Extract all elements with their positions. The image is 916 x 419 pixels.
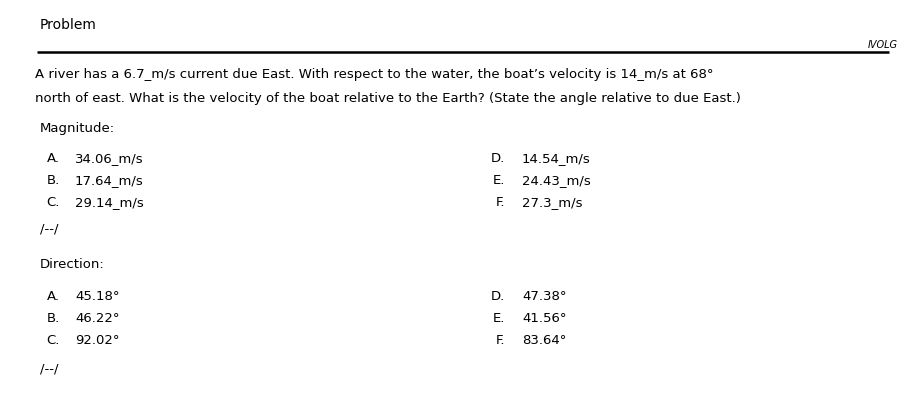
Text: /--/: /--/ — [40, 362, 59, 375]
Text: 41.56°: 41.56° — [522, 312, 566, 325]
Text: 24.43_m/s: 24.43_m/s — [522, 174, 591, 187]
Text: 92.02°: 92.02° — [75, 334, 119, 347]
Text: C.: C. — [47, 196, 60, 209]
Text: /--/: /--/ — [40, 222, 59, 235]
Text: 46.22°: 46.22° — [75, 312, 119, 325]
Text: F.: F. — [496, 196, 505, 209]
Text: 47.38°: 47.38° — [522, 290, 566, 303]
Text: D.: D. — [491, 152, 505, 165]
Text: 29.14_m/s: 29.14_m/s — [75, 196, 144, 209]
Text: IVOLG: IVOLG — [868, 40, 898, 50]
Text: 14.54_m/s: 14.54_m/s — [522, 152, 591, 165]
Text: D.: D. — [491, 290, 505, 303]
Text: 45.18°: 45.18° — [75, 290, 119, 303]
Text: C.: C. — [47, 334, 60, 347]
Text: Direction:: Direction: — [40, 258, 104, 271]
Text: A.: A. — [47, 152, 60, 165]
Text: A.: A. — [47, 290, 60, 303]
Text: Magnitude:: Magnitude: — [40, 122, 115, 135]
Text: 34.06_m/s: 34.06_m/s — [75, 152, 144, 165]
Text: E.: E. — [493, 174, 505, 187]
Text: 83.64°: 83.64° — [522, 334, 566, 347]
Text: A river has a 6.7_m/s current due East. With respect to the water, the boat’s ve: A river has a 6.7_m/s current due East. … — [35, 68, 714, 81]
Text: E.: E. — [493, 312, 505, 325]
Text: B.: B. — [47, 174, 60, 187]
Text: Problem: Problem — [40, 18, 97, 32]
Text: 17.64_m/s: 17.64_m/s — [75, 174, 144, 187]
Text: B.: B. — [47, 312, 60, 325]
Text: north of east. What is the velocity of the boat relative to the Earth? (State th: north of east. What is the velocity of t… — [35, 92, 741, 105]
Text: F.: F. — [496, 334, 505, 347]
Text: 27.3_m/s: 27.3_m/s — [522, 196, 583, 209]
